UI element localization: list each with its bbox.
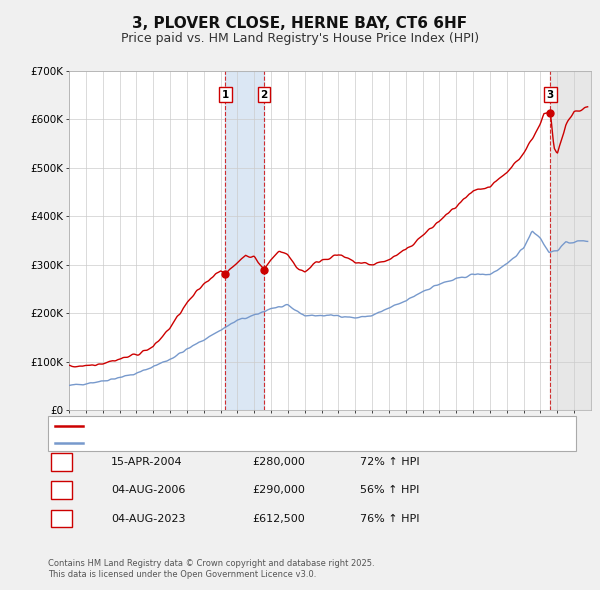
Text: 2: 2: [260, 90, 268, 100]
Text: 3, PLOVER CLOSE, HERNE BAY, CT6 6HF: 3, PLOVER CLOSE, HERNE BAY, CT6 6HF: [133, 16, 467, 31]
Text: 04-AUG-2023: 04-AUG-2023: [111, 514, 185, 523]
Text: 1: 1: [58, 457, 65, 467]
Text: Contains HM Land Registry data © Crown copyright and database right 2025.: Contains HM Land Registry data © Crown c…: [48, 559, 374, 568]
Text: £280,000: £280,000: [252, 457, 305, 467]
Bar: [226, 71, 264, 410]
Text: 04-AUG-2006: 04-AUG-2006: [111, 486, 185, 495]
Bar: [550, 71, 591, 410]
Text: 3, PLOVER CLOSE, HERNE BAY, CT6 6HF (semi-detached house): 3, PLOVER CLOSE, HERNE BAY, CT6 6HF (sem…: [87, 421, 418, 431]
Text: 76% ↑ HPI: 76% ↑ HPI: [360, 514, 419, 523]
Text: £612,500: £612,500: [252, 514, 305, 523]
Text: £290,000: £290,000: [252, 486, 305, 495]
Text: 2: 2: [58, 486, 65, 495]
Text: HPI: Average price, semi-detached house, Canterbury: HPI: Average price, semi-detached house,…: [87, 438, 368, 447]
Text: 3: 3: [547, 90, 554, 100]
Text: 3: 3: [58, 514, 65, 523]
Text: 1: 1: [222, 90, 229, 100]
Text: 15-APR-2004: 15-APR-2004: [111, 457, 182, 467]
Text: 72% ↑ HPI: 72% ↑ HPI: [360, 457, 419, 467]
Text: This data is licensed under the Open Government Licence v3.0.: This data is licensed under the Open Gov…: [48, 570, 316, 579]
Text: Price paid vs. HM Land Registry's House Price Index (HPI): Price paid vs. HM Land Registry's House …: [121, 32, 479, 45]
Text: 56% ↑ HPI: 56% ↑ HPI: [360, 486, 419, 495]
